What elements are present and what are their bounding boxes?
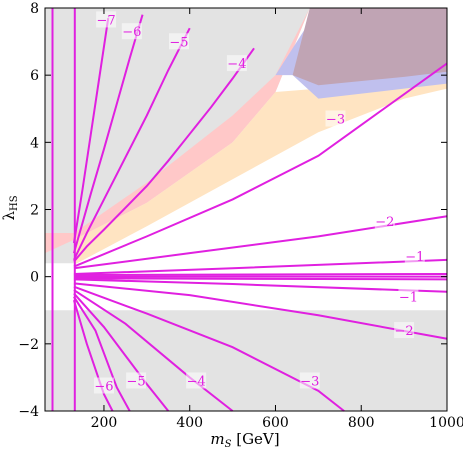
- x-tick-label: 800: [348, 415, 375, 431]
- contour-label-text: −3: [300, 374, 319, 389]
- contour-label: −1: [404, 248, 425, 265]
- contour-label-text: −6: [122, 25, 141, 40]
- contour-label: −5: [169, 33, 189, 50]
- contour-label: −4: [186, 372, 207, 389]
- x-axis-label-main: m: [210, 430, 224, 448]
- contour-line: [73, 278, 448, 293]
- contour-line: [73, 289, 234, 412]
- contour-line: [73, 277, 448, 281]
- contour-line: [73, 47, 255, 263]
- contour-line: [73, 258, 448, 275]
- gray-region-top: [45, 8, 310, 264]
- contour-label-bg: [186, 372, 207, 389]
- contour-label-bg: [398, 288, 419, 305]
- contour-label-bg: [126, 372, 147, 389]
- y-axis-label: λHS: [0, 195, 20, 220]
- contour-label-text: −5: [169, 35, 188, 50]
- contour-line: [73, 272, 448, 276]
- axis-ticks: 200 400 600 800 1000 −4 −2 0 2 4 6 8: [18, 1, 463, 431]
- contour-label-bg: [374, 212, 395, 229]
- y-tick-label: −4: [18, 404, 39, 420]
- y-tick-label: −2: [18, 337, 39, 353]
- contour-label: −2: [374, 212, 395, 230]
- x-axis-label-sub: S: [225, 439, 232, 450]
- purple-region: [292, 8, 447, 86]
- contour-label-text: −1: [399, 290, 418, 305]
- contour-label: −7: [96, 11, 117, 28]
- contour-label-text: −6: [94, 379, 113, 394]
- contour-label-bg: [404, 248, 425, 265]
- contour-label-bg: [96, 11, 117, 28]
- contour-label-bg: [169, 33, 189, 50]
- contour-labels: −7 −6 −5 −4 −3 −2 −1 −1 −2 −3 −4 −5 −6: [93, 11, 425, 394]
- y-tick-label: 4: [30, 135, 39, 151]
- contour-line: [73, 62, 448, 268]
- x-tick-label: 400: [176, 415, 203, 431]
- contour-label: −5: [126, 372, 147, 389]
- contour-line: [72, 17, 110, 244]
- contour-label-bg: [121, 23, 142, 40]
- contour-label: −6: [93, 377, 114, 394]
- contour-label-bg: [394, 322, 415, 339]
- contour-line: [73, 27, 191, 261]
- contour-lines: [51, 8, 448, 412]
- contour-line: [73, 292, 170, 412]
- y-axis-label-main: λ: [0, 211, 18, 221]
- contour-line: [72, 299, 114, 412]
- contour-line: [73, 285, 345, 412]
- contour-label: −3: [299, 372, 320, 389]
- contour-label: −6: [121, 23, 142, 40]
- y-tick-label: 8: [30, 1, 39, 17]
- contour-label: −3: [325, 110, 346, 128]
- contour-label-bg: [299, 372, 320, 389]
- contour-label-bg: [93, 377, 114, 394]
- contour-label: −2: [394, 322, 415, 339]
- contour-label-text: −4: [227, 57, 246, 72]
- contour-label-text: −7: [97, 13, 116, 28]
- contour-label: −4: [226, 55, 247, 72]
- contour-line: [72, 14, 144, 254]
- contour-label-text: −2: [375, 215, 394, 230]
- x-axis-label: mS [GeV]: [210, 430, 279, 450]
- contour-label-text: −4: [187, 374, 206, 389]
- contour-label: −1: [398, 288, 419, 305]
- contour-label-bg: [226, 55, 247, 72]
- orange-band: [73, 75, 447, 265]
- x-tick-label: 600: [262, 415, 289, 431]
- y-axis-label-sub: HS: [9, 195, 20, 211]
- contour-label-text: −2: [395, 324, 414, 339]
- y-tick-label: 2: [30, 203, 39, 219]
- contour-label-text: −3: [326, 113, 345, 128]
- contour-label-text: −5: [127, 374, 146, 389]
- x-axis-label-unit: [GeV]: [231, 430, 279, 448]
- x-tick-label: 1000: [429, 415, 463, 431]
- contour-label-bg: [325, 110, 346, 127]
- x-tick-label: 200: [91, 415, 118, 431]
- y-tick-label: 0: [30, 270, 39, 286]
- contour-line: [73, 296, 131, 412]
- y-tick-label: 6: [30, 68, 39, 84]
- contour-line: [73, 282, 448, 340]
- contour-label-text: −1: [405, 250, 424, 265]
